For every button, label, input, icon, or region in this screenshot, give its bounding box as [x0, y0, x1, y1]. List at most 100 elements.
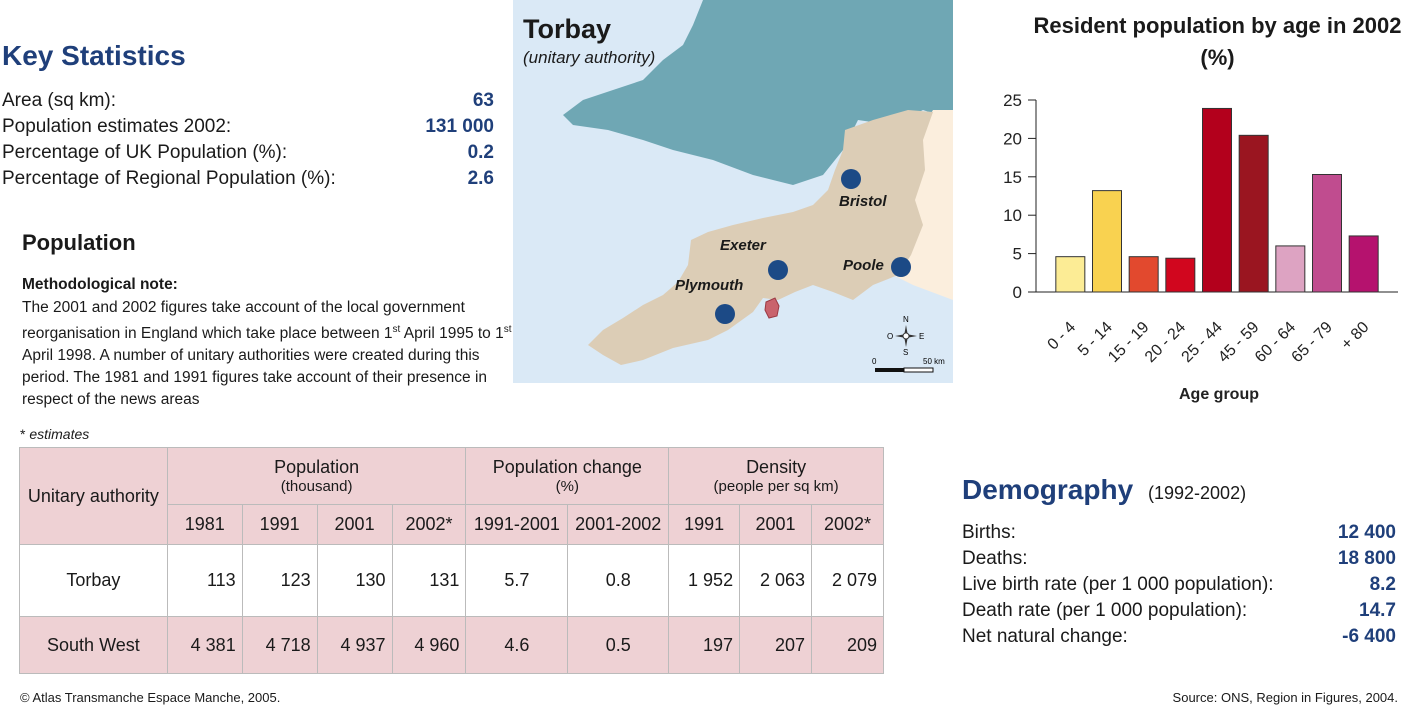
row-name: Torbay: [19, 544, 168, 617]
key-stat-row: Percentage of Regional Population (%): 2…: [2, 168, 494, 190]
map-subtitle: (unitary authority): [523, 48, 656, 67]
region-map: N S O E 0 50 km Torbay (unitary authorit…: [513, 0, 953, 383]
methodological-note-label: Methodological note:: [22, 276, 178, 293]
demography-value: 14.7: [1359, 600, 1396, 621]
table-cell: 4 718: [241, 616, 318, 674]
subheader-cell: 2001-2002: [567, 504, 670, 545]
table-cell: 2 063: [739, 544, 812, 617]
bar-3: [1165, 257, 1196, 293]
demography-value: 18 800: [1337, 548, 1396, 569]
city-marker-exeter: [768, 260, 788, 280]
key-stat-label: Population estimates 2002:: [2, 116, 232, 137]
subheader-cell: 2002*: [811, 504, 884, 545]
note-text-part: April 1998. A number of unitary authorit…: [22, 347, 488, 409]
table-cell: 4 960: [391, 616, 467, 674]
wales-landmass: [563, 0, 953, 185]
demography-title: Demography: [962, 474, 1134, 505]
table-row: Torbay 113 123 130 131 5.7 0.8 1 952 2 0…: [19, 544, 884, 617]
bar-7: [1312, 173, 1342, 293]
table-cell: 4 937: [316, 616, 393, 674]
header-change-unit: (%): [555, 478, 579, 495]
y-tick-label: 5: [1013, 245, 1022, 264]
demography-label: Death rate (per 1 000 population):: [962, 600, 1248, 621]
table-cell: 0.8: [567, 544, 670, 617]
table-row: South West 4 381 4 718 4 937 4 960 4.6 0…: [19, 616, 884, 674]
header-density-group: Density (people per sq km): [668, 447, 884, 505]
demography-label: Births:: [962, 522, 1016, 543]
population-title: Population: [22, 230, 136, 255]
subheader-cell: 1991: [668, 504, 741, 545]
estimates-note: * estimates: [20, 426, 89, 442]
x-tick-label: + 80: [1338, 319, 1372, 353]
note-superscript: st: [503, 324, 512, 335]
city-label-plymouth: Plymouth: [675, 277, 744, 294]
y-tick-label: 0: [1013, 283, 1022, 302]
bar-6: [1275, 245, 1306, 293]
header-change-title: Population change: [492, 457, 642, 477]
key-stat-row: Percentage of UK Population (%): 0.2: [2, 142, 494, 164]
estimates-word: estimates: [29, 426, 90, 442]
table-cell: 209: [811, 616, 884, 674]
table-cell: 4.6: [465, 616, 569, 674]
demography-row: Births: 12 400: [962, 522, 1396, 544]
demography-value: 12 400: [1337, 522, 1396, 543]
subheader-cell: 1991-2001: [465, 504, 569, 545]
bar-0: [1055, 256, 1086, 293]
compass-n: N: [903, 315, 909, 324]
y-tick-label: 10: [1003, 206, 1022, 225]
table-cell: 130: [316, 544, 393, 617]
map-title: Torbay: [523, 14, 612, 44]
compass-e: E: [919, 332, 924, 341]
source-text: Source: ONS, Region in Figures, 2004.: [1172, 690, 1398, 705]
scale-start: 0: [872, 357, 877, 366]
key-stat-label: Area (sq km):: [2, 90, 117, 111]
demography-label: Net natural change:: [962, 626, 1128, 647]
header-unitary-authority: Unitary authority: [19, 447, 168, 545]
header-population-unit: (thousand): [280, 478, 353, 495]
key-stat-row: Area (sq km): 63: [2, 90, 494, 112]
table-cell: 197: [668, 616, 741, 674]
bar-4: [1202, 107, 1232, 293]
subheader-cell: 2002*: [391, 504, 467, 545]
demography-label: Live birth rate (per 1 000 population):: [962, 574, 1274, 595]
table-cell: 207: [739, 616, 812, 674]
compass-o: O: [887, 332, 893, 341]
demography-row: Death rate (per 1 000 population): 14.7: [962, 600, 1396, 622]
city-marker-poole: [891, 257, 911, 277]
bar-2: [1128, 256, 1159, 293]
map-svg: N S O E 0 50 km: [563, 0, 953, 373]
key-stat-label: Percentage of UK Population (%):: [2, 142, 288, 163]
scale-end: 50 km: [923, 357, 945, 366]
table-cell: 0.5: [567, 616, 670, 674]
key-stat-label: Percentage of Regional Population (%):: [2, 168, 336, 189]
key-stat-value: 63: [472, 90, 494, 111]
city-label-poole: Poole: [843, 257, 884, 274]
city-marker-bristol: [841, 169, 861, 189]
x-tick-label: 65 - 79: [1289, 319, 1336, 366]
header-population-group: Population (thousand): [166, 447, 467, 505]
header-population-title: Population: [274, 457, 360, 477]
table-cell: 131: [391, 544, 467, 617]
subheader-cell: 2001: [739, 504, 812, 545]
key-stat-value: 131 000: [425, 116, 494, 137]
city-label-bristol: Bristol: [839, 193, 887, 210]
population-table: Unitary authority Population (thousand) …: [19, 447, 884, 674]
demography-row: Deaths: 18 800: [962, 548, 1396, 570]
demography-value: -6 400: [1342, 626, 1396, 647]
torbay-area: [764, 297, 780, 319]
subheader-cell: 1991: [241, 504, 318, 545]
y-tick-label: 25: [1003, 91, 1022, 110]
table-cell: 4 381: [166, 616, 243, 674]
key-stat-row: Population estimates 2002: 131 000: [2, 116, 494, 138]
bar-1: [1092, 190, 1122, 293]
table-cell: 5.7: [465, 544, 569, 617]
demography-period: (1992-2002): [1148, 483, 1247, 503]
table-cell: 1 952: [668, 544, 741, 617]
scale-bar: [875, 367, 934, 373]
estimates-star: *: [20, 426, 30, 442]
copyright-text: © Atlas Transmanche Espace Manche, 2005.: [20, 690, 281, 705]
header-change-group: Population change (%): [465, 447, 670, 505]
key-stat-value: 0.2: [467, 142, 494, 163]
table-cell: 2 079: [811, 544, 884, 617]
